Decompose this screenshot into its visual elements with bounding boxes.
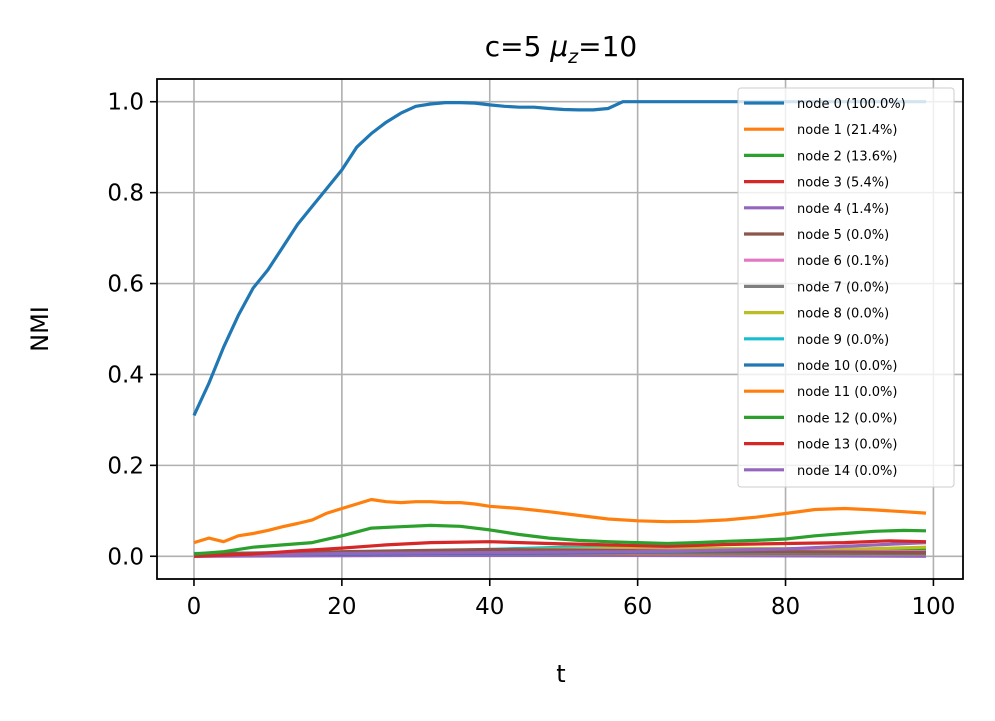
legend-label: node 2 (13.6%) <box>797 149 897 164</box>
series-line-2 <box>193 523 927 556</box>
legend: node 0 (100.0%) node 1 (21.4%) node 2 (13.… <box>737 87 955 488</box>
legend-label: node 8 (0.0%) <box>797 307 889 322</box>
legend-label: node 7 (0.0%) <box>797 280 889 295</box>
series-line-1 <box>193 497 927 545</box>
series-line-5 <box>193 547 927 556</box>
y-tick-label: 0.6 <box>107 272 144 298</box>
legend-label: node 9 (0.0%) <box>797 333 889 348</box>
legend-label: node 13 (0.0%) <box>797 438 897 453</box>
y-tick-label: 0.4 <box>107 362 144 388</box>
chart-title-subscript: z <box>567 46 579 68</box>
chart-title: c=5 μz=10 <box>485 30 637 68</box>
tick-layer: 0 20 40 60 80 100 0.0 0.2 0.4 0.6 0.8 1.0 <box>107 90 955 620</box>
legend-label: node 4 (1.4%) <box>797 202 889 217</box>
x-tick-label: 100 <box>911 594 955 620</box>
x-tick-label: 0 <box>187 594 202 620</box>
legend-label: node 1 (21.4%) <box>797 123 897 138</box>
y-tick-label: 1.0 <box>107 90 144 116</box>
y-tick-label: 0.8 <box>107 181 144 207</box>
legend-label: node 14 (0.0%) <box>797 464 897 479</box>
series-line-3 <box>193 539 927 558</box>
x-tick-label: 80 <box>771 594 800 620</box>
series-line-4 <box>193 541 927 558</box>
x-tick-label: 40 <box>475 594 504 620</box>
x-tick-label: 20 <box>327 594 356 620</box>
legend-label: node 6 (0.1%) <box>797 254 889 269</box>
chart-title-suffix: =10 <box>578 30 637 63</box>
x-axis-label: t <box>556 660 565 688</box>
series-line-0 <box>192 100 926 417</box>
legend-label: node 5 (0.0%) <box>797 228 889 243</box>
legend-label: node 0 (100.0%) <box>797 97 906 112</box>
y-axis-label: NMI <box>26 306 54 352</box>
legend-label: node 11 (0.0%) <box>797 385 897 400</box>
y-tick-label: 0.2 <box>107 453 144 479</box>
legend-label: node 3 (5.4%) <box>797 176 889 191</box>
legend-label: node 10 (0.0%) <box>797 359 897 374</box>
x-tick-label: 60 <box>623 594 652 620</box>
chart-title-mu: μ <box>549 30 568 63</box>
plot-frame <box>156 78 964 580</box>
legend-box <box>737 87 955 488</box>
legend-label: node 12 (0.0%) <box>797 411 897 426</box>
chart-title-prefix: c=5 <box>485 30 551 63</box>
series-layer <box>192 100 927 558</box>
y-tick-label: 0.0 <box>107 544 144 570</box>
